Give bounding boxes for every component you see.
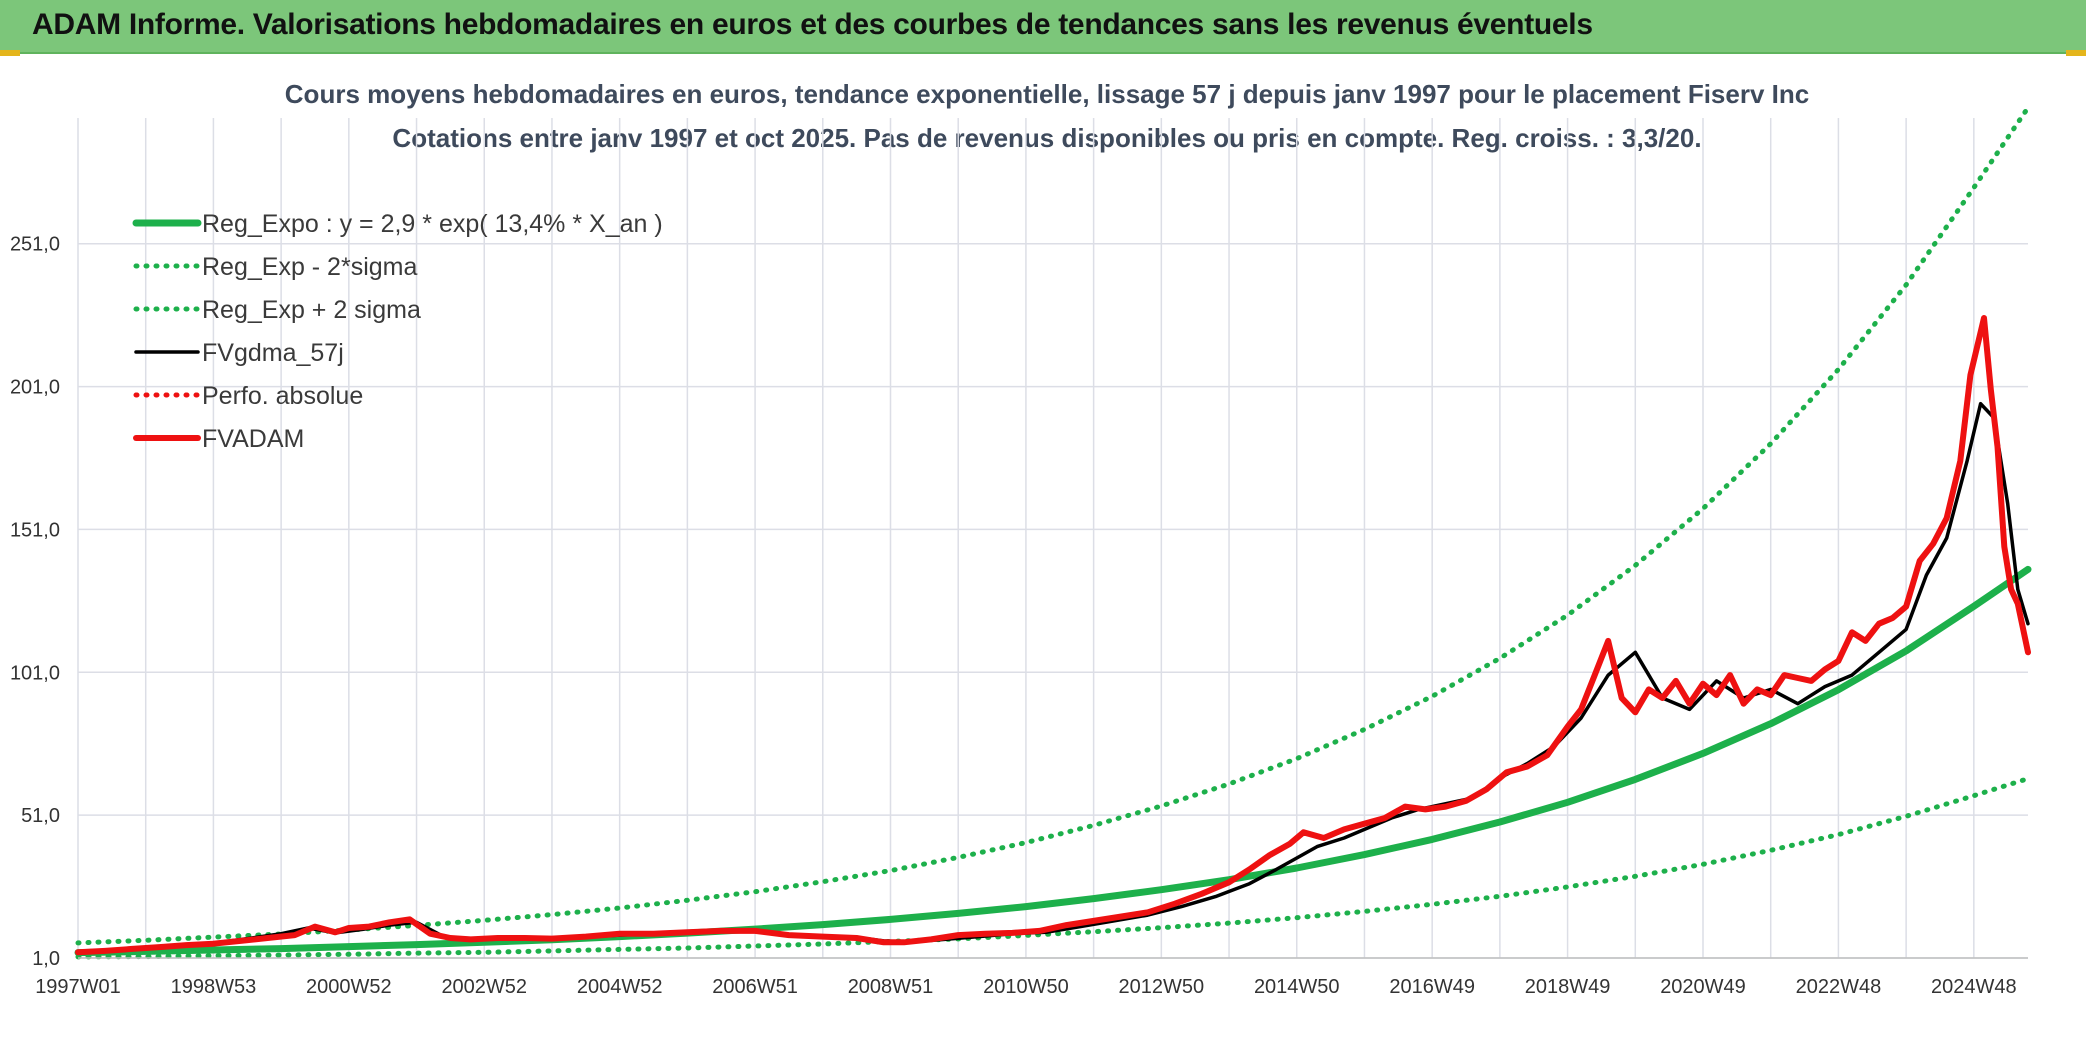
legend: Reg_Expo : y = 2,9 * exp( 13,4% * X_an )… <box>132 210 663 453</box>
x-tick-label: 2006W51 <box>712 976 798 998</box>
series-line-high <box>75 105 2031 946</box>
series-line-low <box>75 776 2031 960</box>
header-title: ADAM Informe. Valorisations hebdomadaire… <box>32 8 1593 41</box>
grid-layer <box>77 118 2028 959</box>
legend-label-low: Reg_Exp - 2*sigma <box>202 253 417 281</box>
legend-label-fv57: FVgdma_57j <box>202 339 344 367</box>
x-tick-label: 2016W49 <box>1389 976 1475 998</box>
x-tick-label: 2008W51 <box>848 976 934 998</box>
x-tick-label: 2010W50 <box>983 976 1069 998</box>
chart-subtitle: Cotations entre janv 1997 et oct 2025. P… <box>392 123 1701 153</box>
x-tick-label: 2020W49 <box>1660 976 1746 998</box>
chart-title: Cours moyens hebdomadaires en euros, ten… <box>285 79 1809 109</box>
chart-area: Cours moyens hebdomadaires en euros, ten… <box>10 79 2032 998</box>
header-bar: ADAM Informe. Valorisations hebdomadaire… <box>0 0 2086 54</box>
legend-label-high: Reg_Exp + 2 sigma <box>202 296 421 324</box>
y-tick-label: 151,0 <box>10 519 60 541</box>
legend-label-reg: Reg_Expo : y = 2,9 * exp( 13,4% * X_an ) <box>202 210 663 238</box>
series-line-reg <box>74 565 2032 957</box>
series-line-fvadam <box>75 315 2031 956</box>
y-tick-label: 201,0 <box>10 377 60 399</box>
x-tick-label: 2004W52 <box>577 976 663 998</box>
legend-label-perfo: Perfo. absolue <box>202 382 363 410</box>
x-tick-label: 1998W53 <box>171 976 257 998</box>
y-tick-label: 51,0 <box>21 805 60 827</box>
corner-mark-right <box>2066 50 2086 56</box>
x-tick-label: 2000W52 <box>306 976 392 998</box>
x-tick-label: 2002W52 <box>441 976 527 998</box>
x-tick-label: 2024W48 <box>1931 976 2017 998</box>
x-tick-label: 1997W01 <box>35 976 121 998</box>
legend-label-fvadam: FVADAM <box>202 425 304 453</box>
y-tick-label: 101,0 <box>10 662 60 684</box>
x-tick-label: 2014W50 <box>1254 976 1340 998</box>
axis-layer: 1,0 51,0 101,0 151,0 201,0 251,0 1997W01 1998W5… <box>10 234 2028 998</box>
y-tick-label: 251,0 <box>10 234 60 256</box>
series-line-fv57 <box>76 401 2030 955</box>
x-tick-label: 2018W49 <box>1525 976 1611 998</box>
y-tick-label: 1,0 <box>32 948 60 970</box>
series-layer <box>74 105 2032 960</box>
corner-mark-left <box>0 50 20 56</box>
x-tick-label: 2022W48 <box>1796 976 1882 998</box>
chart-frame: Cours moyens hebdomadaires en euros, ten… <box>2 58 2084 1033</box>
x-tick-label: 2012W50 <box>1119 976 1205 998</box>
